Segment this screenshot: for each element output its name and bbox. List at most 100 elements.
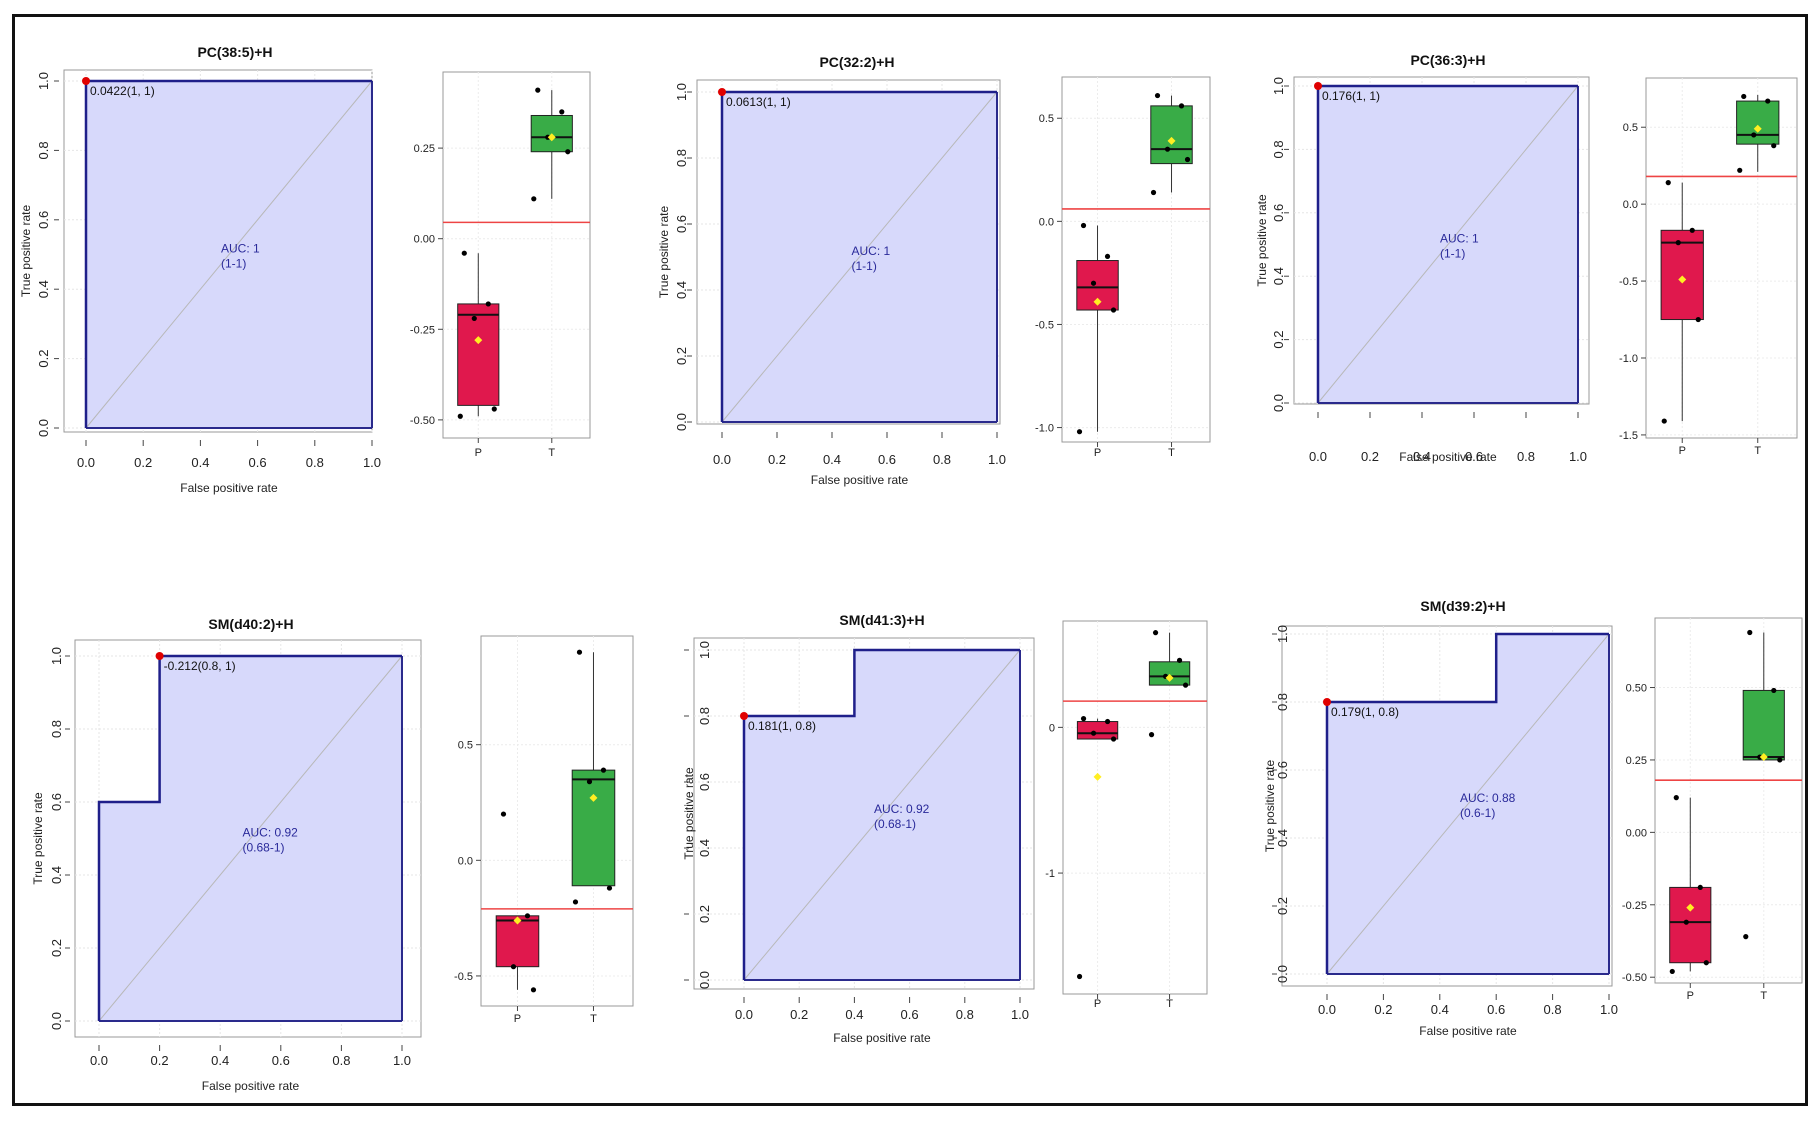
box-data-point-P — [1695, 316, 1701, 323]
box-data-point-P — [510, 964, 517, 970]
roc-y-tick-label: 0.6 — [1271, 204, 1286, 222]
box-data-point-T — [600, 767, 607, 773]
panel-title: SM(d41:3)+H — [839, 612, 924, 628]
roc-y-axis-label: True positive rate — [657, 206, 671, 299]
box-data-point-T — [535, 87, 541, 93]
roc-auc-label: AUC: 0.92 — [243, 826, 299, 840]
roc-x-tick-label: 0.4 — [823, 452, 841, 467]
roc-auc-ci: (0.68-1) — [874, 817, 916, 831]
roc-plot: 0.179(1, 0.8) AUC: 0.88(0.6-1) 0.0 0.2 0.4 0.… — [1263, 625, 1618, 1038]
roc-x-tick-label: 0.4 — [1431, 1002, 1449, 1017]
box-category-label-P: P — [1687, 990, 1694, 1002]
roc-cutoff-point — [718, 88, 726, 96]
box-data-point-T — [1765, 98, 1771, 104]
roc-y-axis-label: True positive rate — [682, 767, 696, 860]
box-y-tick-label: -0.5 — [1619, 276, 1638, 288]
roc-x-tick-label: 0.4 — [191, 455, 209, 470]
roc-y-axis-label: True positive rate — [1255, 194, 1269, 287]
roc-y-tick-label: 0.0 — [1275, 965, 1290, 983]
box-plot: 0.25 0.00 -0.25 -0.50 P T — [410, 71, 591, 459]
box-data-point-P — [1669, 968, 1675, 975]
roc-y-tick-label: 0.0 — [49, 1012, 64, 1030]
box-y-tick-label: 0.5 — [458, 740, 473, 752]
box-y-tick-label: -0.50 — [410, 415, 435, 427]
roc-y-tick-label: 0.8 — [1271, 140, 1286, 158]
roc-x-tick-label: 1.0 — [988, 452, 1006, 467]
box-data-point-T — [606, 885, 613, 891]
box-data-point-P — [1104, 253, 1111, 260]
panel-6: SM(d39:2)+H 0.179(1, 0.8) AUC: 0.88(0.6-1)… — [1263, 598, 1803, 1038]
roc-auc-label: AUC: 1 — [221, 242, 260, 256]
box-data-point-P — [500, 811, 507, 817]
box-plot: 0.50 0.25 0.00 -0.25 -0.50 P T — [1622, 617, 1803, 1002]
roc-x-tick-label: 0.0 — [713, 452, 731, 467]
roc-x-tick-label: 0.0 — [90, 1053, 108, 1068]
roc-plot: -0.212(0.8, 1) AUC: 0.92(0.68-1) 0.0 0.2 0.4… — [31, 639, 422, 1093]
box-data-point-T — [1743, 934, 1749, 940]
box-data-point-T — [1182, 682, 1189, 688]
box-data-point-P — [461, 250, 467, 256]
box-data-point-P — [1673, 795, 1679, 801]
roc-y-tick-label: 0.0 — [1271, 394, 1286, 412]
box-data-point-T — [1178, 103, 1185, 109]
roc-x-tick-label: 1.0 — [1569, 449, 1587, 464]
box-data-point-P — [1689, 227, 1695, 233]
roc-diagonal — [1317, 85, 1579, 404]
box-T — [1148, 661, 1191, 686]
roc-y-tick-label: 0.6 — [697, 773, 712, 791]
roc-auc-label: AUC: 1 — [1440, 232, 1479, 246]
box-y-tick-label: -0.5 — [454, 971, 473, 983]
box-T — [571, 769, 616, 887]
roc-x-tick-label: 0.6 — [272, 1053, 290, 1068]
box-data-point-T — [1164, 146, 1171, 152]
box-category-label-P: P — [1094, 998, 1101, 1010]
box-T — [1150, 105, 1193, 165]
roc-curve — [1325, 632, 1609, 974]
box-data-point-P — [485, 301, 491, 307]
roc-y-tick-label: 0.6 — [1275, 761, 1290, 779]
box-y-tick-label: -0.25 — [1622, 900, 1647, 912]
roc-y-axis-label: True positive rate — [19, 205, 33, 298]
box-mean-marker-P — [1093, 772, 1102, 781]
box-data-point-P — [1703, 960, 1709, 966]
box-y-tick-label: -1.0 — [1619, 353, 1638, 365]
roc-y-tick-label: 0.4 — [1271, 267, 1286, 285]
box-P — [457, 303, 500, 406]
box-data-point-T — [531, 196, 537, 202]
box-data-point-P — [471, 315, 477, 322]
roc-x-tick-label: 0.4 — [211, 1053, 229, 1068]
roc-y-tick-label: 0.0 — [674, 413, 689, 431]
box-plot: 0.5 0.0 -0.5 -1.0 -1.5 P T — [1619, 77, 1798, 457]
box-data-point-T — [1184, 156, 1191, 163]
roc-x-tick-label: 0.6 — [1465, 449, 1483, 464]
panel-title: SM(d39:2)+H — [1420, 598, 1505, 614]
roc-plot: 0.0422(1, 1) AUC: 1(1-1) 0.0 0.2 0.4 0.6 0.8 1.… — [19, 69, 381, 495]
roc-x-axis-label: False positive rate — [811, 473, 909, 487]
panel-4: SM(d40:2)+H -0.212(0.8, 1) AUC: 0.92(0.68-… — [31, 616, 634, 1093]
roc-x-tick-label: 0.4 — [845, 1007, 863, 1022]
box-data-point-P — [491, 406, 497, 412]
roc-cutoff-point — [740, 712, 748, 720]
roc-x-tick-label: 0.0 — [1318, 1002, 1336, 1017]
box-mean-marker-T — [547, 133, 556, 142]
roc-y-tick-label: 0.6 — [49, 793, 64, 811]
roc-y-tick-label: 0.2 — [1271, 331, 1286, 349]
box-data-point-T — [1741, 93, 1747, 100]
roc-auc-ci: (0.6-1) — [1460, 806, 1495, 820]
roc-x-axis-label: False positive rate — [202, 1079, 300, 1093]
box-P — [1076, 721, 1119, 740]
box-data-point-T — [1150, 189, 1157, 196]
box-y-tick-label: -1.5 — [1619, 430, 1638, 442]
box-mean-marker-T — [1167, 136, 1176, 145]
roc-x-tick-label: 0.0 — [735, 1007, 753, 1022]
roc-y-tick-label: 0.6 — [36, 211, 51, 229]
box-data-point-T — [565, 149, 571, 155]
box-data-point-P — [530, 987, 537, 993]
roc-y-tick-label: 0.8 — [36, 141, 51, 159]
box-category-label-P: P — [475, 447, 482, 459]
roc-x-tick-label: 0.6 — [878, 452, 896, 467]
box-data-point-T — [586, 779, 593, 785]
roc-x-tick-label: 0.2 — [768, 452, 786, 467]
roc-x-tick-label: 0.8 — [933, 452, 951, 467]
box-mean-marker-P — [1093, 297, 1102, 306]
